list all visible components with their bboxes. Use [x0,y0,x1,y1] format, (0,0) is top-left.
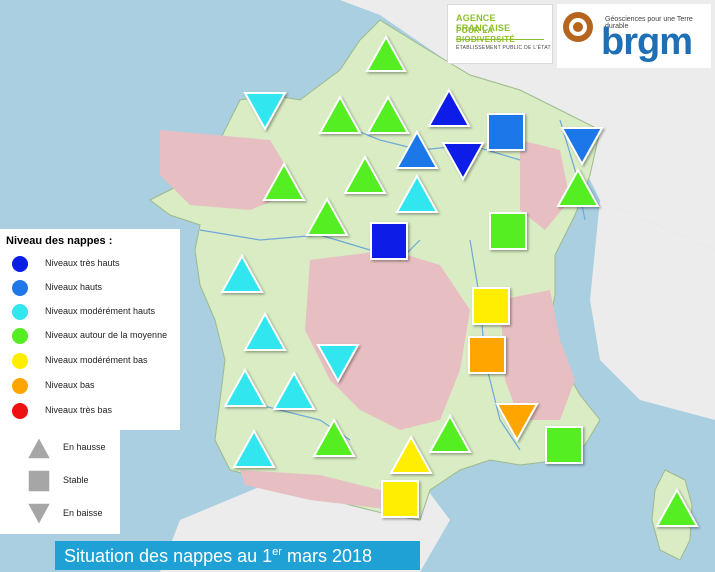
legend-levels: Niveau des nappes : Niveaux très hauts N… [0,229,180,430]
marker-triangle-up-green [312,417,356,457]
brittany-terrain [160,130,300,210]
legend-swatch [12,304,28,320]
triangle-up-icon [26,436,52,460]
legend-swatch [12,353,28,369]
brgm-wordmark: brgm [601,21,693,63]
neighbour-east [590,200,715,420]
marker-triangle-up-cyan [220,253,264,293]
marker-triangle-up-green [343,154,387,194]
caption-superscript: er [272,546,282,558]
marker-triangle-up-green [428,413,472,453]
brgm-emblem-icon [563,12,593,42]
marker-triangle-up-green [655,487,699,527]
marker-triangle-up-cyan [232,428,276,468]
afb-logo: AGENCE FRANÇAISE POUR LA BIODIVERSITÉ ÉT… [447,4,553,64]
legend-label: Niveaux bas [45,380,95,390]
marker-triangle-up-green [318,94,362,134]
trend-label: Stable [63,475,89,485]
marker-triangle-up-blue [395,129,439,169]
afb-logo-line2: POUR LA BIODIVERSITÉ [456,26,515,44]
alps-terrain [500,290,575,420]
marker-triangle-up-darkblue [427,87,471,127]
legend-label: Niveaux modérément hauts [45,306,156,316]
marker-triangle-up-green [262,161,306,201]
marker-square-green [545,426,583,464]
marker-triangle-up-green [365,34,407,72]
caption-text: Situation des nappes au 1er mars 2018 [64,546,372,567]
caption-text-before: Situation des nappes au 1 [64,546,273,566]
marker-triangle-down-orange [495,403,539,443]
marker-triangle-up-cyan [243,311,287,351]
afb-logo-line1: AGENCE FRANÇAISE [456,13,511,33]
marker-square-yellow [472,287,510,325]
marker-triangle-up-green [305,196,349,236]
legend-label: Niveaux très bas [45,405,113,415]
marker-square-orange [468,336,506,374]
legend-swatch [12,280,28,296]
caption-text-after: mars 2018 [281,546,372,566]
legend-swatch [12,403,28,419]
legend-label: Niveaux très hauts [45,258,120,268]
marker-triangle-down-cyan [316,344,360,384]
vosges-terrain [520,140,570,230]
marker-triangle-up-green [366,94,410,134]
brgm-logo: Géosciences pour une Terre durable brgm [557,4,711,68]
legend-title: Niveau des nappes : [6,235,113,247]
marker-triangle-down-blue [560,127,604,167]
trend-label: En hausse [63,442,106,452]
legend-swatch [12,328,28,344]
marker-square-blue [487,113,525,151]
marker-triangle-up-yellow [389,434,433,474]
marker-square-darkblue [370,222,408,260]
triangle-down-icon [26,502,52,526]
legend-label: Niveaux modérément bas [45,355,148,365]
afb-logo-divider [456,39,544,40]
brgm-tagline: Géosciences pour une Terre durable [605,16,693,30]
markers [220,34,699,527]
square-icon [27,469,51,493]
afb-logo-line3: ÉTABLISSEMENT PUBLIC DE L'ÉTAT [456,45,551,51]
marker-triangle-up-cyan [223,367,267,407]
legend-swatch [12,256,28,272]
legend-swatch [12,378,28,394]
legend-trends: En hausse Stable En baisse [0,430,120,534]
marker-triangle-down-darkblue [441,142,485,182]
legend-label: Niveaux autour de la moyenne [45,330,168,340]
marker-triangle-up-cyan [395,173,439,213]
caption-banner: Situation des nappes au 1er mars 2018 [55,541,420,570]
trend-label: En baisse [63,508,103,518]
marker-square-yellow [381,480,419,518]
marker-triangle-down-cyan [243,92,287,132]
pyrenees-terrain [240,470,400,510]
marker-triangle-up-green [556,167,600,207]
legend-label: Niveaux hauts [45,282,103,292]
marker-square-green [489,212,527,250]
marker-triangle-up-cyan [272,370,316,410]
massif-central-terrain [305,250,470,430]
